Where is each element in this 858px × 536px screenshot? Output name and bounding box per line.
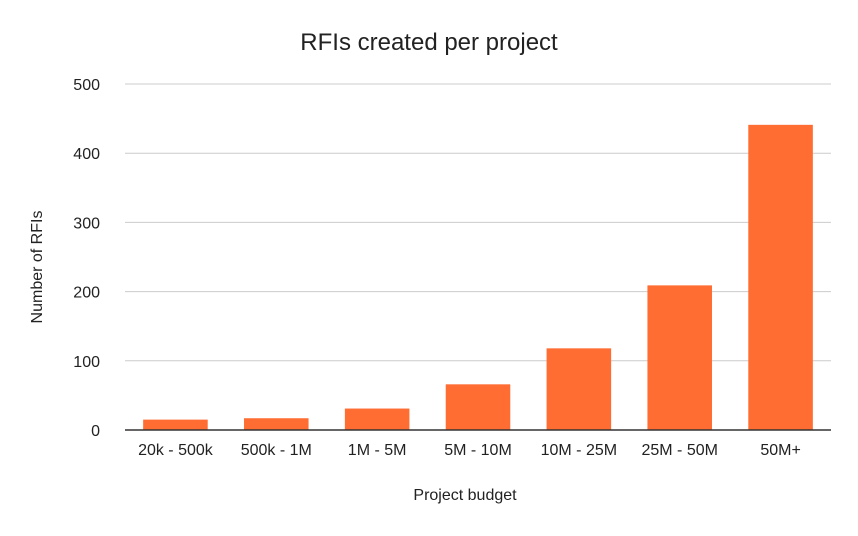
bar (344, 408, 410, 430)
bar (546, 348, 612, 430)
y-tick-label: 200 (73, 285, 100, 302)
x-axis-title: Project budget (413, 487, 517, 504)
chart-title: RFIs created per project (300, 29, 558, 56)
bar (143, 419, 208, 430)
y-axis-ticks: 0 100 200 300 400 500 (73, 77, 100, 440)
x-tick-label: 10M - 25M (541, 442, 617, 459)
x-tick-label: 20k - 500k (138, 442, 214, 459)
bars (143, 124, 813, 430)
bar (748, 124, 813, 430)
x-tick-label: 1M - 5M (348, 442, 407, 459)
x-tick-label: 25M - 50M (641, 442, 717, 459)
x-tick-label: 5M - 10M (444, 442, 512, 459)
x-axis-ticks: 20k - 500k 500k - 1M 1M - 5M 5M - 10M 10M - … (138, 442, 801, 459)
y-tick-label: 400 (73, 146, 100, 163)
y-tick-label: 300 (73, 215, 100, 232)
bar (647, 285, 712, 430)
gridlines (125, 83, 831, 362)
bar (445, 384, 511, 430)
y-axis-title: Number of RFIs (29, 211, 46, 324)
x-tick-label: 500k - 1M (241, 442, 312, 459)
y-tick-label: 0 (91, 423, 100, 440)
y-tick-label: 500 (73, 77, 100, 94)
x-tick-label: 50M+ (760, 442, 800, 459)
y-tick-label: 100 (73, 354, 100, 371)
bar (244, 418, 309, 430)
